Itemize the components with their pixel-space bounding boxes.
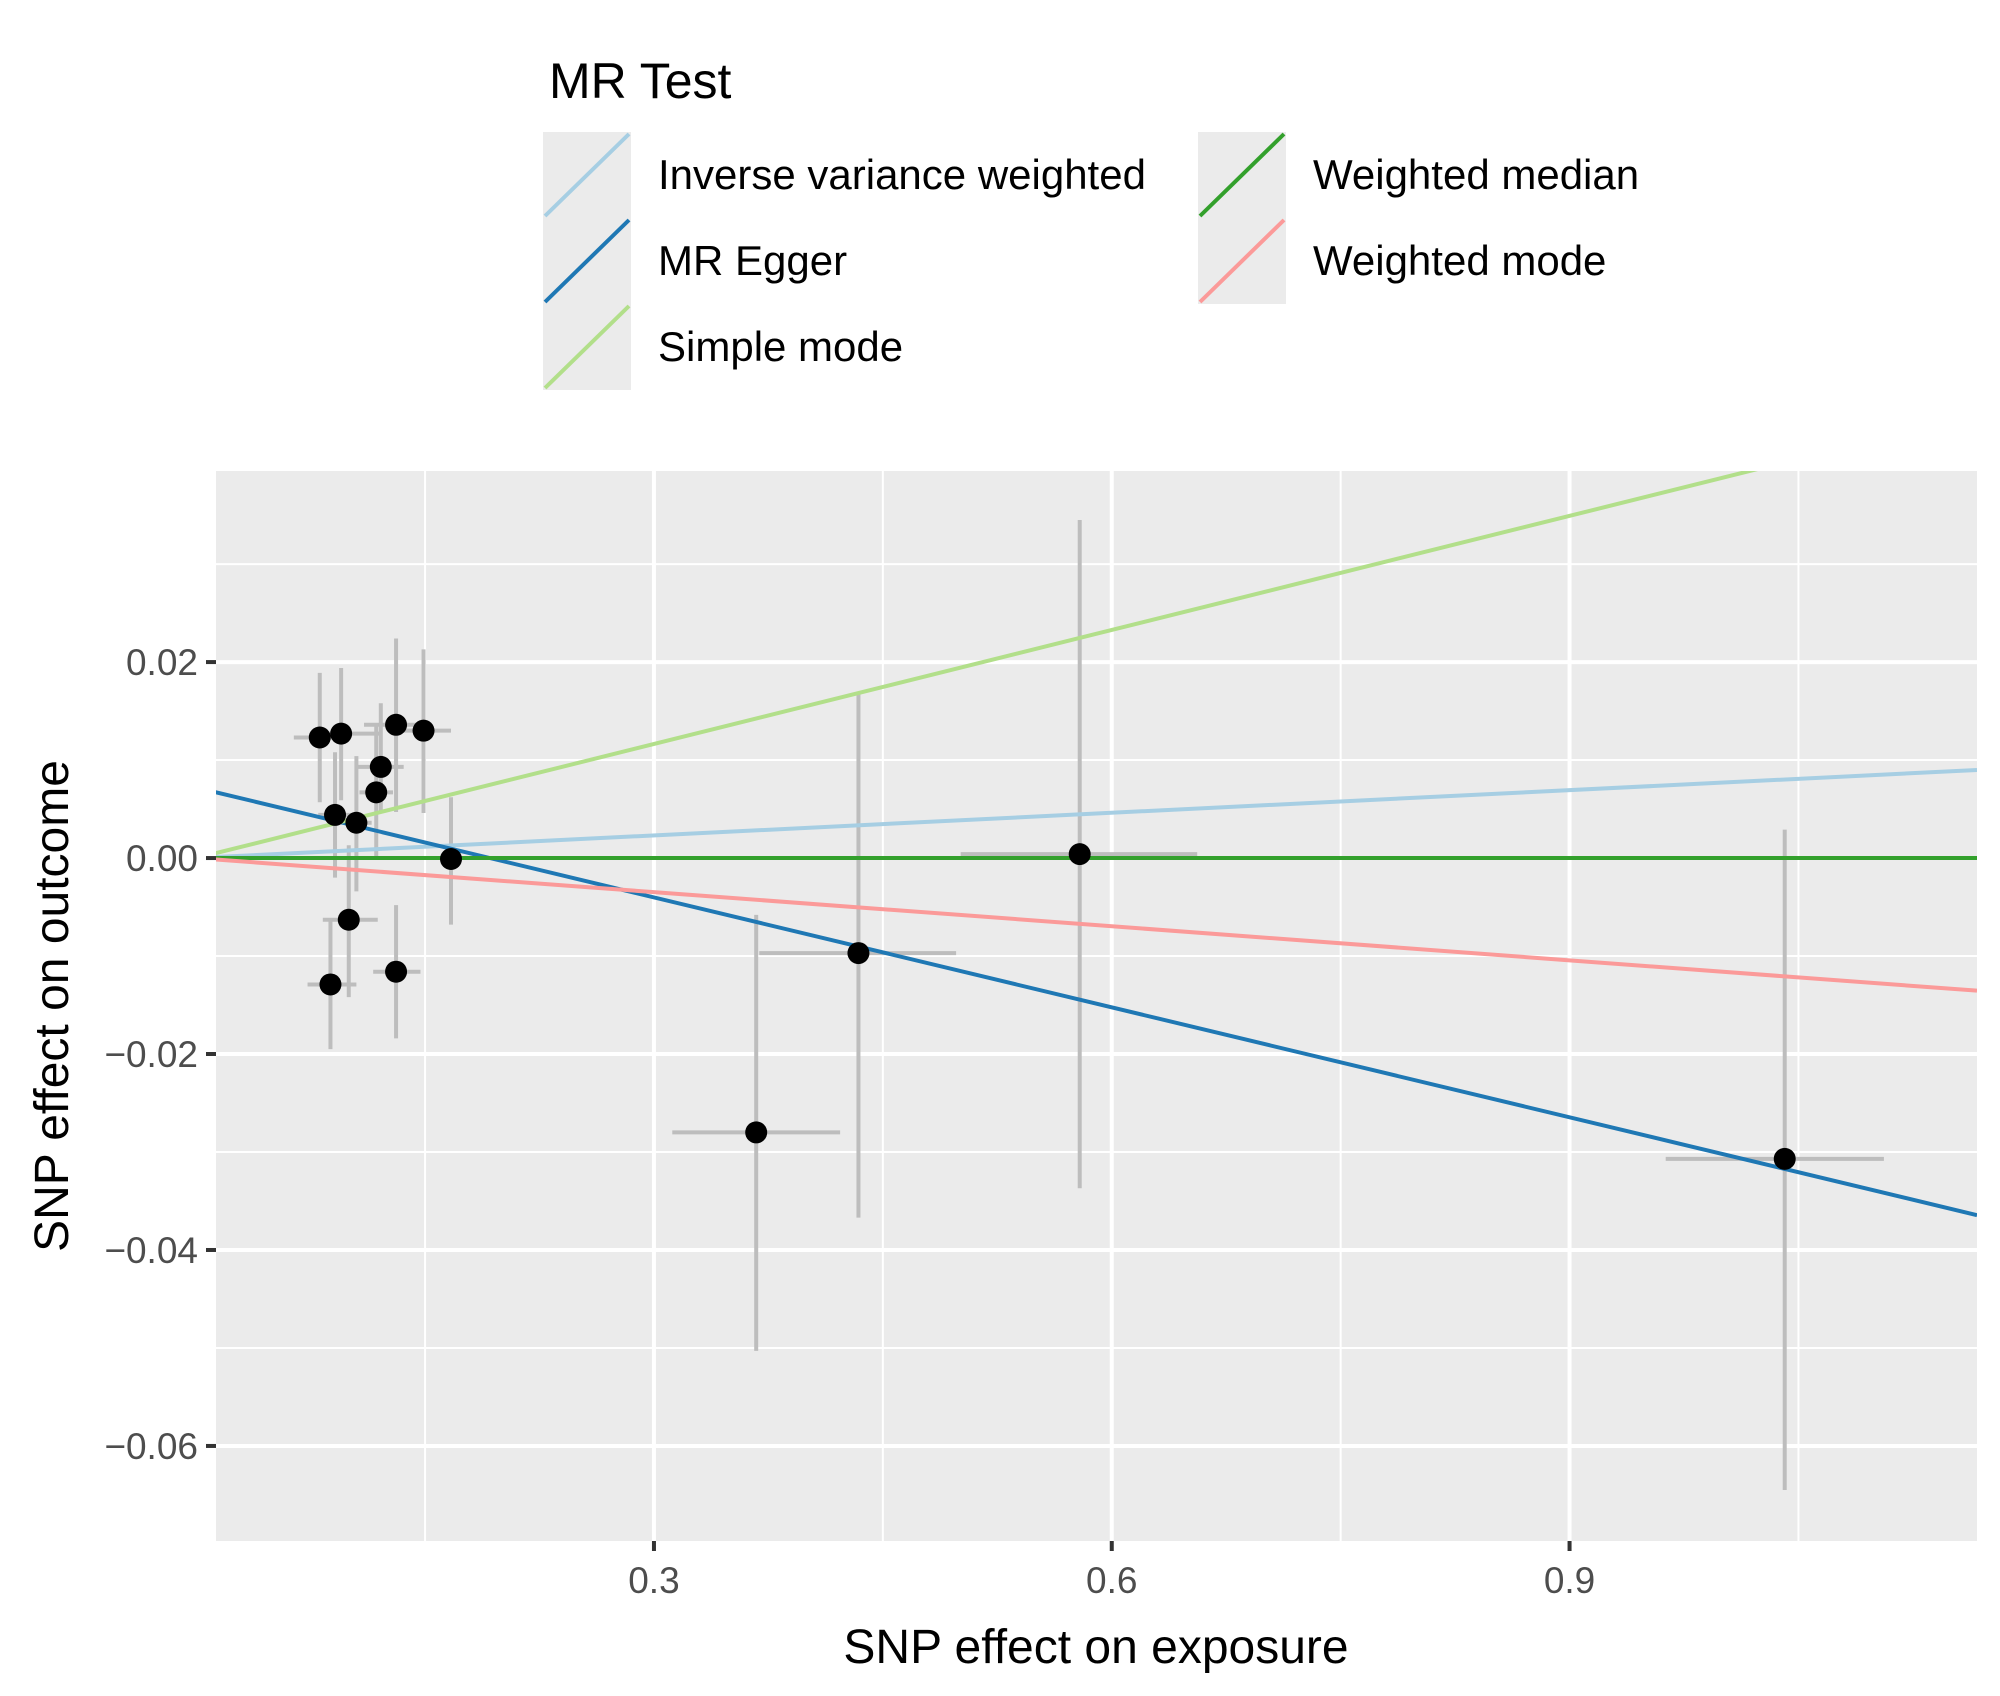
legend-item-weighted-mode: Weighted mode — [1198, 218, 1606, 304]
fit-line-weighted-mode — [216, 857, 1977, 993]
y-tick-label: −0.04 — [104, 1230, 198, 1271]
legend-label-ivw: Inverse variance weighted — [658, 151, 1146, 198]
data-point — [330, 722, 353, 745]
y-axis: 0.02 0.00 −0.02 −0.04 −0.06 — [104, 642, 216, 1467]
data-point — [365, 781, 388, 804]
legend-item-simple-mode: Simple mode — [543, 304, 903, 390]
legend-line-icon — [1198, 218, 1286, 304]
grid-minor — [216, 471, 1977, 1541]
data-point — [324, 803, 347, 826]
data-point — [385, 713, 408, 736]
y-axis-title: SNP effect on outcome — [26, 760, 79, 1252]
legend-label-mr-egger: MR Egger — [658, 237, 848, 284]
legend-line-icon — [543, 218, 631, 304]
legend-key-weighted-median — [1198, 132, 1286, 218]
legend-label-weighted-mode: Weighted mode — [1313, 237, 1607, 284]
legend-label-weighted-median: Weighted median — [1313, 151, 1640, 198]
x-tick-label: 0.3 — [628, 1560, 679, 1601]
data-point — [369, 755, 392, 778]
x-axis-title: SNP effect on exposure — [843, 1621, 1348, 1674]
y-tick-label: −0.06 — [104, 1426, 198, 1467]
fit-line-simple-mode — [216, 471, 1758, 856]
data-point — [847, 942, 870, 965]
legend-line-icon — [543, 132, 631, 218]
legend-line-icon — [543, 304, 631, 390]
legend-key-simple-mode — [543, 304, 631, 390]
legend-item-ivw: Inverse variance weighted — [543, 132, 1146, 218]
legend-line-icon — [1198, 132, 1286, 218]
legend-item-mr-egger: MR Egger — [543, 218, 847, 304]
data-point — [1773, 1147, 1796, 1170]
legend-title: MR Test — [549, 53, 732, 109]
data-point — [319, 973, 342, 996]
legend-label-simple-mode: Simple mode — [658, 323, 904, 370]
y-tick-label: 0.02 — [126, 642, 198, 683]
legend-item-weighted-median: Weighted median — [1198, 132, 1639, 218]
data-point — [1068, 843, 1091, 866]
x-tick-label: 0.9 — [1544, 1560, 1595, 1601]
data-point — [440, 848, 463, 871]
fit-line-inverse-variance-weighted — [216, 767, 1977, 860]
legend-key-ivw — [543, 132, 631, 218]
data-point — [337, 908, 360, 931]
x-axis: 0.3 0.6 0.9 — [628, 1541, 1595, 1601]
x-tick-label: 0.6 — [1086, 1560, 1137, 1601]
data-point — [308, 726, 331, 749]
legend-key-weighted-mode — [1198, 218, 1286, 304]
plot-panel — [216, 471, 1977, 1541]
legend-key-mr-egger — [543, 218, 631, 304]
y-tick-label: −0.02 — [104, 1034, 198, 1075]
data-point — [412, 719, 435, 742]
data-point — [345, 811, 368, 834]
y-tick-label: 0.00 — [126, 838, 198, 879]
data-point — [385, 960, 408, 983]
data-point — [745, 1121, 768, 1144]
data-points — [308, 713, 1796, 1170]
